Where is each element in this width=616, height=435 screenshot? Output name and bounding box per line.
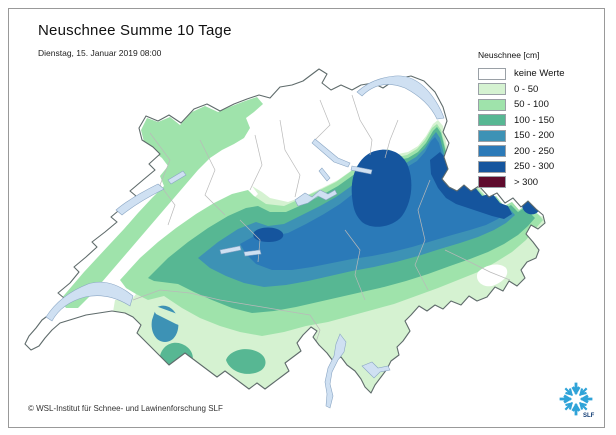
lake-neuchatel: [115, 183, 165, 216]
legend-title: Neuschnee [cm]: [478, 50, 540, 60]
snowflake-icon: [559, 382, 593, 416]
legend-label: 0 - 50: [514, 83, 539, 95]
region-rhone-valley-0-50: [150, 304, 300, 350]
copyright-text: © WSL-Institut für Schnee- und Lawinenfo…: [28, 404, 223, 413]
legend-swatch: [478, 145, 506, 158]
lake-maggiore: [324, 333, 347, 409]
legend-row: 0 - 50: [478, 82, 598, 98]
legend-swatch: [478, 129, 506, 142]
legend-label: 150 - 200: [514, 130, 555, 142]
lake-thun: [219, 245, 242, 255]
lake-zug: [318, 167, 331, 182]
legend-label: 200 - 250: [514, 145, 555, 157]
legend-swatch: [478, 160, 506, 173]
legend-swatch: [478, 67, 506, 80]
page-title: Neuschnee Summe 10 Tage: [38, 22, 232, 39]
country-outline: [24, 68, 546, 394]
lake-lugano: [361, 361, 391, 379]
lake-walensee: [350, 165, 373, 175]
snow-core-oberland-250-300: [253, 227, 284, 242]
lake-biel: [167, 170, 187, 185]
snow-spot-monterosa-100-150: [226, 349, 266, 374]
snow-band-jura-50-100: [60, 97, 263, 308]
slf-logo-text: SLF: [583, 413, 595, 419]
legend-label: > 300: [514, 176, 539, 188]
legend-label: 50 - 100: [514, 99, 549, 111]
legend-label: keine Werte: [514, 68, 565, 80]
legend-row: keine Werte: [478, 66, 598, 82]
lake-constance: [356, 75, 445, 120]
legend-swatch: [478, 98, 506, 111]
lakes: [45, 75, 445, 409]
slf-logo: SLF: [559, 382, 595, 419]
legend-row: 200 - 250: [478, 144, 598, 160]
lake-brienz: [243, 249, 262, 257]
legend-row: 50 - 100: [478, 97, 598, 113]
legend-row: 100 - 150: [478, 113, 598, 129]
legend-row: 150 - 200: [478, 128, 598, 144]
lake-geneva: [45, 281, 134, 322]
legend-swatch: [478, 176, 506, 189]
region-engadine-no-values: [476, 264, 508, 287]
snow-core-glarus-250-300: [351, 149, 412, 227]
canton-borders: [132, 94, 511, 346]
legend-label: 250 - 300: [514, 161, 555, 173]
map-date: Dienstag, 15. Januar 2019 08:00: [38, 48, 162, 58]
legend-row: > 300: [478, 175, 598, 191]
map-legend: Neuschnee [cm] keine Werte 0 - 50 50 - 100…: [478, 50, 598, 190]
legend-label: 100 - 150: [514, 114, 555, 126]
legend-rows: keine Werte 0 - 50 50 - 100 100 - 150 150 - …: [478, 66, 598, 190]
legend-row: 250 - 300: [478, 159, 598, 175]
lake-lucerne: [294, 189, 338, 207]
legend-swatch: [478, 83, 506, 96]
legend-swatch: [478, 114, 506, 127]
lake-zurich: [311, 138, 351, 168]
